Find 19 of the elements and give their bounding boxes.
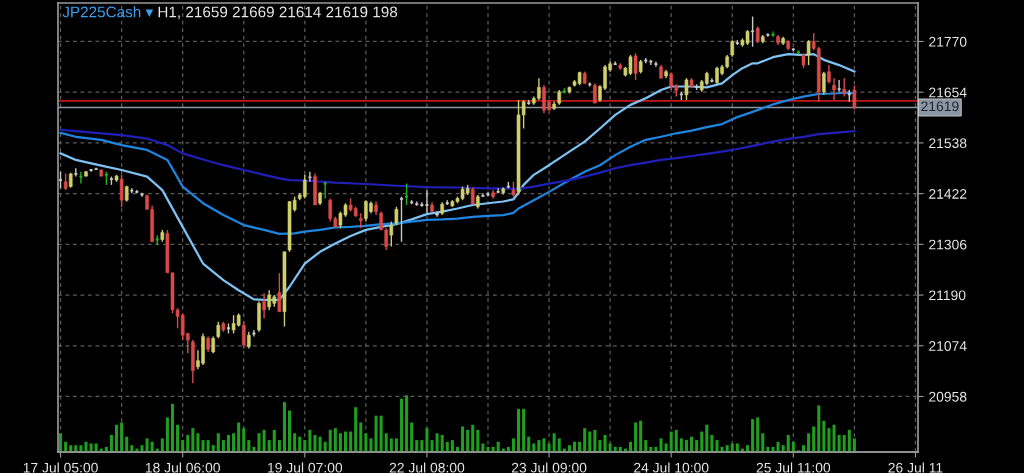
x-tick-label: 17 Jul 05:00 bbox=[23, 462, 98, 473]
y-tick-label: 21422 bbox=[929, 188, 967, 199]
x-tick-label: 26 Jul 11 bbox=[888, 462, 943, 473]
x-tick-label: 19 Jul 07:00 bbox=[268, 462, 343, 473]
y-tick-label: 21654 bbox=[929, 87, 967, 98]
ref-line-label: 21619 bbox=[921, 101, 959, 112]
y-tick-label: 21538 bbox=[929, 138, 967, 149]
y-tick-label: 21770 bbox=[929, 36, 967, 47]
x-tick-label: 25 Jul 11:00 bbox=[756, 462, 831, 473]
y-tick-label: 20958 bbox=[929, 391, 967, 402]
y-tick-label: 21306 bbox=[929, 239, 967, 250]
x-tick-label: 23 Jul 09:00 bbox=[511, 462, 587, 473]
chart-title: JP225Cash ▾ bbox=[62, 6, 154, 18]
y-tick-label: 21074 bbox=[929, 341, 967, 351]
x-tick-label: 22 Jul 08:00 bbox=[389, 462, 465, 473]
chart-subtitle: H1, 21659 21669 21614 21619 198 bbox=[158, 6, 398, 20]
x-tick-label: 24 Jul 10:00 bbox=[634, 462, 709, 473]
y-tick-label: 21190 bbox=[929, 290, 966, 301]
x-tick-label: 18 Jul 06:00 bbox=[145, 462, 220, 473]
